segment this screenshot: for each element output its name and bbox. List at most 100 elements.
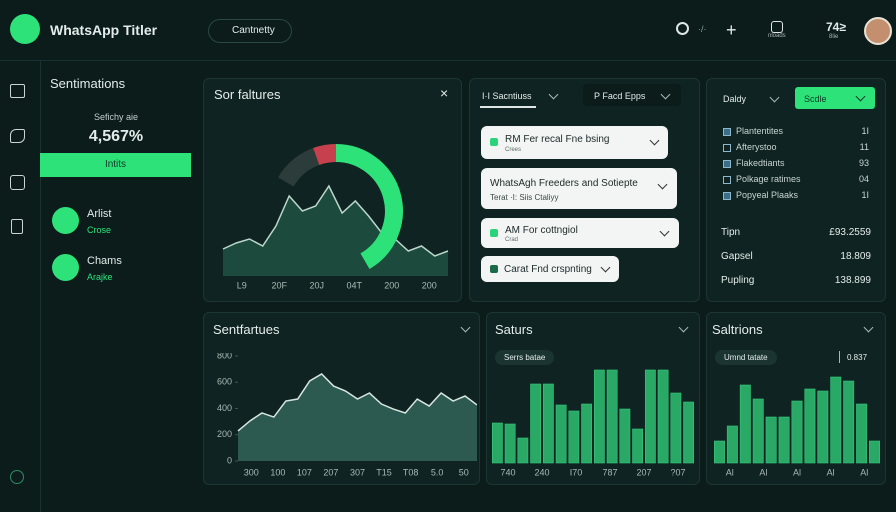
row-bullet [723,176,731,184]
close-button[interactable]: × [440,85,449,101]
bar [657,369,669,464]
y-tick-label: 400 [217,403,232,413]
row-label: Plantentites [736,126,784,136]
total-value: 138.899 [834,275,871,286]
chevron [600,262,611,273]
list-card[interactable]: WhatsAgh Freeders and Sotiepte Terat ·Ι:… [481,168,677,209]
x-tick-label: 207 [636,467,651,477]
x-tick-label: Al [793,467,801,477]
tab[interactable]: Ι·Ι Sacntiuss [482,91,532,101]
period-select[interactable]: Daldy [723,94,747,104]
x-tick-label: 300 [244,467,259,477]
x-tick-label: 100 [270,467,285,477]
nav-icon[interactable] [11,219,23,234]
x-tick-label: 50 [459,467,469,477]
tab-underline [480,106,536,108]
card-icon [490,229,498,237]
total-label: Gapsel [721,251,753,262]
panel-title: Sentfartues [213,322,280,337]
total-value: 18.809 [840,251,871,262]
x-tick-label: 20F [271,280,287,290]
search-icon[interactable] [676,22,689,35]
gauge-arc [335,144,403,269]
nav-icon[interactable] [10,129,25,143]
row-label: Polkage ratimes [736,174,801,184]
total-label: Pupling [721,275,755,286]
row-value: 04 [858,174,869,184]
download-icon[interactable] [771,21,783,33]
row-bullet [723,192,731,200]
features-panel: Sor faltures × L9 20F 20J 04T 200 200 [203,78,462,302]
chevron [863,322,874,333]
chevron [649,135,660,146]
row-value: 1Ι [861,190,869,200]
item-subtitle: Arajke [87,272,113,282]
tab[interactable]: Ρ Facd Epps [594,91,646,101]
row-value: 1Ι [861,126,869,136]
bar [568,410,580,464]
logo[interactable] [10,14,40,44]
sentiment-panel: Sentfartues 0 200 400 600 800 300 100 107 207 307… [203,312,480,485]
bar [644,369,656,464]
card-title: RM Fer recal Fne bsing [505,134,610,145]
metric-label: Sefichy aie [93,112,139,122]
time-sub: 8lie [829,34,839,40]
x-tick-label: 240 [534,467,549,477]
area-fill [223,186,448,276]
x-tick-label: L9 [237,280,247,290]
avatar[interactable] [864,17,892,45]
bar [593,369,605,464]
x-tick-label: T15 [376,467,392,477]
status: ·/· [698,24,707,34]
search-box[interactable] [208,19,292,43]
add-icon[interactable]: + [726,20,737,40]
list-card[interactable]: RM Fer recal Fne bsing Crees [481,126,668,159]
total-label: Tipn [721,227,741,238]
bar [517,437,529,464]
bar [504,423,516,464]
sentiment-chart: 0 200 400 600 800 300 100 107 207 307 T15 T08 5.0 50 [217,353,477,477]
bar [555,404,567,464]
bar [765,416,777,464]
card-subtitle: Crees [505,147,522,153]
total-value: £93.2559 [829,227,871,238]
item-subtitle: Crose [87,225,112,235]
nav-icon[interactable] [10,84,25,98]
chevron [657,179,668,190]
action-button[interactable] [795,87,875,109]
item-title[interactable]: Arlist [87,208,112,220]
area-line [237,373,477,432]
sidebar-button[interactable]: Intits [40,153,191,177]
bar [491,422,503,464]
tag[interactable]: Umnd tatate [715,350,777,365]
saturs-panel: Saturs Serrs batae 740 240 Ι70 787 207 ?07 [486,312,700,485]
bar [804,388,816,464]
y-tick-label: 200 [217,429,232,439]
row-value: 93 [858,158,869,168]
nav-icon[interactable] [10,175,25,190]
bar [670,392,682,464]
bar [752,398,764,464]
x-tick-label: T08 [403,467,419,477]
saturs-chart: 740 240 Ι70 787 207 ?07 [491,369,695,477]
x-tick-label: ?07 [670,467,685,477]
list-card[interactable]: AM For cottngiol Crad [481,218,679,248]
x-tick-label: 107 [297,467,312,477]
x-tick-label: Al [726,467,734,477]
item-title[interactable]: Chams [87,255,122,267]
settings-icon[interactable] [10,470,24,484]
list-card[interactable]: Carat Fnd crspnting [481,256,619,282]
badge-label: nloads [768,33,786,39]
bar [739,384,751,464]
panel-title: Sor faltures [214,87,281,102]
panel-title: Saturs [495,322,533,337]
x-tick-label: 5.0 [431,467,444,477]
bar [581,403,593,464]
time: 74≥ [826,20,846,34]
row-label: Popyeal Plaaks [736,190,799,200]
gauge-arc [313,144,337,166]
chevron [548,89,559,100]
rail-divider [40,61,41,512]
chevron [678,322,689,333]
tag[interactable]: Serrs batae [495,350,555,365]
